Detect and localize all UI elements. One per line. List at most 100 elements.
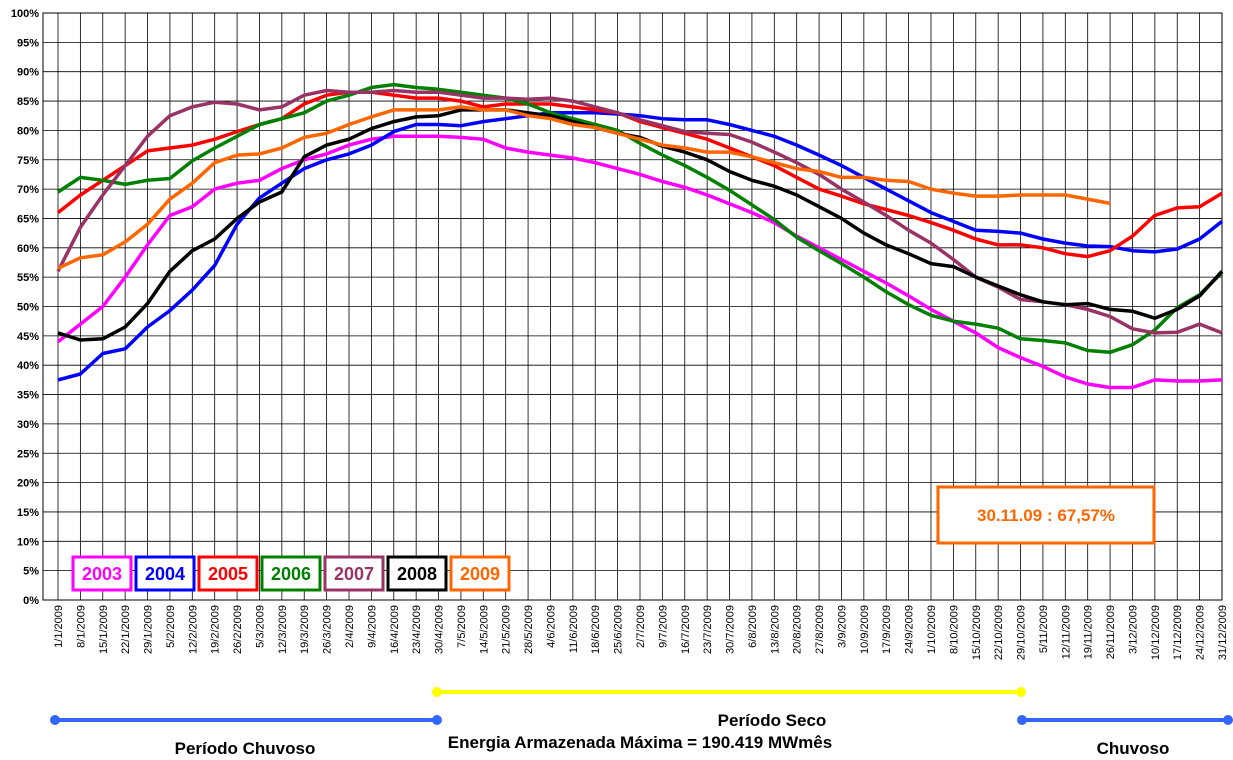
y-tick-label: 75% [17, 155, 39, 167]
series-line [57, 105, 1111, 270]
period-end [432, 715, 442, 725]
annotation: 30.11.09 : 67,57% [977, 506, 1115, 525]
footnote: Energia Armazenada Máxima = 190.419 MWmê… [448, 733, 832, 752]
legend-label: 2005 [208, 564, 248, 584]
x-tick-label: 26/11/2009 [1105, 605, 1117, 659]
period-label: Período Chuvoso [175, 739, 316, 758]
series-line [56, 134, 1223, 390]
x-tick-label: 6/8/2009 [747, 605, 759, 648]
y-tick-label: 85% [17, 96, 39, 108]
x-tick-label: 7/5/2009 [456, 605, 468, 648]
x-tick-label: 16/7/2009 [680, 605, 692, 654]
x-tick-label: 4/6/2009 [545, 605, 557, 648]
y-tick-label: 100% [11, 8, 39, 20]
series-line [57, 82, 1224, 355]
legend-box [134, 555, 196, 592]
period-end [1016, 687, 1026, 697]
x-tick-label: 9/4/2009 [366, 605, 378, 648]
y-tick-label: 10% [17, 536, 39, 548]
y-tick-label: 5% [23, 566, 39, 578]
y-tick-label: 40% [17, 360, 39, 372]
y-tick-label: 0% [23, 595, 39, 607]
x-tick-label: 5/3/2009 [254, 605, 266, 648]
y-tick-label: 55% [17, 272, 39, 284]
x-tick-label: 16/4/2009 [389, 605, 401, 654]
legend-box [386, 555, 448, 592]
x-tick-label: 29/1/2009 [143, 605, 155, 654]
legend-box [323, 555, 385, 592]
x-tick-label: 30/7/2009 [725, 605, 737, 654]
x-tick-label: 9/7/2009 [657, 605, 669, 648]
period-label: Chuvoso [1097, 739, 1170, 758]
x-tick-label: 24/9/2009 [904, 605, 916, 654]
y-tick-label: 25% [17, 448, 39, 460]
x-tick-label: 10/12/2009 [1150, 605, 1162, 660]
y-tick-label: 15% [17, 507, 39, 519]
y-tick-label: 80% [17, 125, 39, 137]
x-tick-label: 17/9/2009 [881, 605, 893, 654]
x-tick-label: 13/8/2009 [769, 605, 781, 654]
x-tick-label: 31/12/2009 [1217, 605, 1229, 660]
x-tick-label: 28/5/2009 [523, 605, 535, 654]
legend-box [449, 555, 511, 592]
x-tick-label: 21/5/2009 [501, 605, 513, 654]
legend-label: 2004 [145, 564, 185, 584]
x-tick-label: 3/12/2009 [1127, 605, 1139, 654]
x-tick-label: 2/7/2009 [635, 605, 647, 648]
y-tick-label: 20% [17, 478, 39, 490]
x-tick-label: 22/10/2009 [993, 605, 1005, 660]
x-tick-label: 29/10/2009 [1016, 605, 1028, 660]
x-tick-label: 10/9/2009 [859, 605, 871, 654]
y-tick-label: 70% [17, 184, 39, 196]
x-tick-label: 19/3/2009 [299, 605, 311, 654]
period-end [1223, 715, 1233, 725]
x-tick-label: 5/2/2009 [165, 605, 177, 648]
x-tick-label: 8/1/2009 [75, 605, 87, 648]
legend-box [197, 555, 259, 592]
y-tick-label: 35% [17, 390, 39, 402]
x-tick-label: 12/3/2009 [277, 605, 289, 654]
x-tick-label: 1/1/2009 [53, 605, 65, 648]
x-tick-label: 30/4/2009 [434, 605, 446, 654]
x-tick-label: 27/8/2009 [814, 605, 826, 654]
period-label: Período Seco [718, 711, 827, 730]
x-tick-label: 12/11/2009 [1060, 605, 1072, 659]
x-tick-label: 15/1/2009 [98, 605, 110, 654]
x-tick-label: 18/6/2009 [590, 605, 602, 654]
period-end [50, 715, 60, 725]
x-tick-label: 19/11/2009 [1083, 605, 1095, 659]
y-tick-label: 60% [17, 243, 39, 255]
legend-label: 2006 [271, 564, 311, 584]
legend-box [260, 555, 322, 592]
x-tick-label: 15/10/2009 [971, 605, 983, 660]
x-tick-label: 3/9/2009 [836, 605, 848, 648]
y-tick-label: 50% [17, 302, 39, 314]
x-tick-label: 23/4/2009 [411, 605, 423, 654]
x-tick-label: 2/4/2009 [344, 605, 356, 648]
period-end [1017, 715, 1027, 725]
legend-label: 2008 [397, 564, 437, 584]
x-tick-label: 11/6/2009 [568, 605, 580, 653]
x-tick-label: 19/2/2009 [210, 605, 222, 654]
y-tick-label: 90% [17, 67, 39, 79]
x-tick-label: 25/6/2009 [613, 605, 625, 654]
x-tick-label: 22/1/2009 [120, 605, 132, 654]
series-line [56, 88, 1223, 335]
x-tick-label: 12/2/2009 [187, 605, 199, 654]
x-tick-label: 5/11/2009 [1038, 605, 1050, 653]
legend-label: 2009 [460, 564, 500, 584]
x-tick-label: 1/10/2009 [926, 605, 938, 654]
period-end [432, 687, 442, 697]
legend-box [71, 555, 133, 592]
x-tick-label: 26/3/2009 [322, 605, 334, 654]
x-tick-label: 17/12/2009 [1172, 605, 1184, 660]
y-tick-label: 65% [17, 213, 39, 225]
x-tick-label: 20/8/2009 [792, 605, 804, 654]
x-tick-label: 8/10/2009 [948, 605, 960, 654]
annotation-box [936, 485, 1156, 545]
x-tick-label: 23/7/2009 [702, 605, 714, 654]
y-tick-label: 45% [17, 331, 39, 343]
x-tick-label: 14/5/2009 [478, 605, 490, 654]
